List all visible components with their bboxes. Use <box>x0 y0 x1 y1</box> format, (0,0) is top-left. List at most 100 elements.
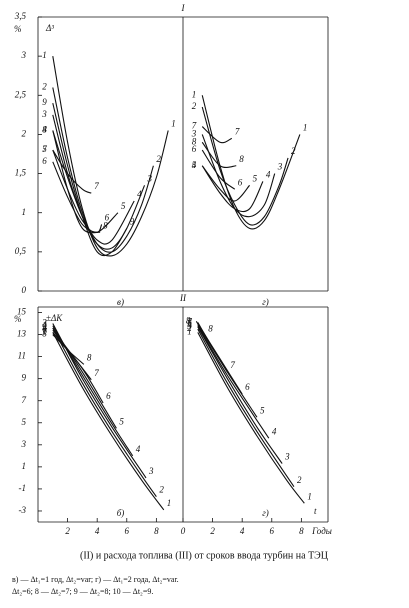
curve-label: 7 <box>94 181 99 191</box>
curve <box>201 165 264 213</box>
curve-label: 7 <box>192 121 197 131</box>
y-tick-label: 11 <box>18 351 26 361</box>
curve-label: 1 <box>192 89 197 99</box>
panel-title: I <box>181 3 186 13</box>
curve-label: 2 <box>187 323 192 333</box>
x-symbol: t <box>314 506 317 516</box>
x-tick-label: 2 <box>65 526 70 536</box>
curve-label: 1 <box>42 50 47 60</box>
curve-label: 7 <box>235 126 240 136</box>
x-tick-label: 4 <box>240 526 245 536</box>
curve-label: 3 <box>148 466 154 476</box>
curve-label: 9 <box>42 97 47 107</box>
x-tick-label: 4 <box>95 526 100 536</box>
curve-label: 4 <box>192 160 197 170</box>
curve-label: 7 <box>230 360 235 370</box>
curve-label: 2 <box>42 322 47 332</box>
y-tick-label: 3 <box>21 439 27 449</box>
curve-label: 4 <box>266 169 271 179</box>
y-tick-label: 2 <box>22 128 27 138</box>
curve-label: 8 <box>192 136 197 146</box>
y-tick-label: -3 <box>19 505 27 515</box>
y-tick-label: -1 <box>19 483 27 493</box>
y-tick-label: 5 <box>22 417 27 427</box>
y-tick-label: 0 <box>22 285 27 295</box>
y-unit: % <box>14 24 22 34</box>
curve-label: 8 <box>239 154 244 164</box>
curve-label: 6 <box>245 382 250 392</box>
curve-label: 4 <box>42 320 47 330</box>
x-tick-label: 0 <box>181 526 186 536</box>
curve-label: 8 <box>42 329 47 339</box>
curve-label: 6 <box>187 318 192 328</box>
curve-label: 6 <box>42 156 47 166</box>
y-tick-label: 3,5 <box>14 11 27 21</box>
curve-label: 4 <box>187 320 192 330</box>
curve-label: 5 <box>187 319 192 329</box>
curve <box>201 149 236 190</box>
caption-line: Δt₂=6; 8 — Δt₂=7; 9 — Δt₂=8; 10 — Δt₂=9. <box>12 587 153 596</box>
curve-label: 1 <box>307 491 312 501</box>
curve-label: 8 <box>42 125 47 135</box>
panel-title: II <box>179 293 187 303</box>
curve-label: 8 <box>186 315 191 325</box>
y-unit: % <box>14 314 22 324</box>
curve <box>201 165 251 202</box>
curve-label: 3 <box>186 321 192 331</box>
curve-label: 6 <box>42 324 47 334</box>
x-tick-label: 2 <box>210 526 215 536</box>
curve-label: 6 <box>238 177 243 187</box>
y-tick-label: 7 <box>22 395 27 405</box>
curve <box>197 326 283 464</box>
y-tick-label: 1 <box>22 461 27 471</box>
curve-label: 4 <box>137 189 142 199</box>
curve <box>201 106 289 226</box>
curve <box>52 149 119 233</box>
curve <box>52 332 165 511</box>
x-tick-label: 6 <box>270 526 275 536</box>
curve <box>52 87 154 253</box>
curve-label: 8 <box>87 352 92 362</box>
curve <box>52 102 128 257</box>
curve-label: 1 <box>42 326 47 336</box>
curve <box>52 332 92 381</box>
curve <box>52 161 103 233</box>
curve <box>52 149 92 194</box>
curve <box>197 328 295 488</box>
y-tick-label: 15 <box>17 307 27 317</box>
curve-label: 3 <box>41 109 47 119</box>
y-tick-label: 0,5 <box>15 246 27 256</box>
curve-label: 5 <box>42 322 47 332</box>
curve-label: 3 <box>191 128 197 138</box>
curve-label: 9 <box>130 216 135 226</box>
x-tick-label: 6 <box>125 526 130 536</box>
curve-label: 7 <box>42 326 47 336</box>
curve-label: 1 <box>167 498 172 508</box>
curve-label: 4 <box>272 426 277 436</box>
panel-label: б) <box>117 508 125 518</box>
curve-label: 2 <box>159 485 164 495</box>
curve <box>197 325 270 439</box>
curve-label: 5 <box>119 416 124 426</box>
curve-label: 1 <box>187 326 192 336</box>
y-tick-label: 13 <box>17 329 27 339</box>
caption-line: в) — Δt₁=1 год, Δt₂=var; г) — Δt₁=2 года… <box>12 575 179 584</box>
y-tick-label: 9 <box>22 373 27 383</box>
curve-label: 4 <box>136 444 141 454</box>
curve-label: 5 <box>253 173 258 183</box>
curve <box>201 134 276 218</box>
y-tick-label: 1 <box>22 207 27 217</box>
curve-label: 2 <box>42 82 47 92</box>
curve-label: 2 <box>156 154 161 164</box>
curve-label: 3 <box>277 162 283 172</box>
curve-label: 2 <box>192 101 197 111</box>
curve-label: 7 <box>94 368 99 378</box>
curve-label: 1 <box>171 119 176 129</box>
curve-label: 5 <box>121 201 126 211</box>
caption-line: (II) и расхода топлива (III) от сроков в… <box>80 550 328 561</box>
curve <box>52 327 157 497</box>
curve-label: 6 <box>106 391 111 401</box>
y-tick-label: 2,5 <box>15 89 27 99</box>
curve-label: 3 <box>284 452 290 462</box>
y-label: ±ΔK <box>46 313 63 323</box>
